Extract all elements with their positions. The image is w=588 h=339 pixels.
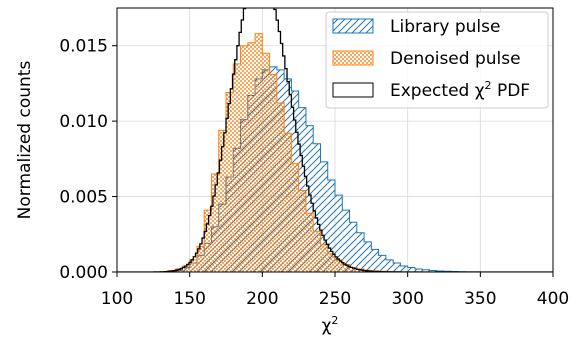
denoised-pulse-bar	[320, 244, 328, 272]
library-pulse-bar	[342, 210, 350, 272]
plot-area	[117, 8, 553, 272]
legend-item-library: Library pulse	[332, 17, 500, 37]
denoised-pulse-bar	[313, 231, 321, 272]
denoised-pulse-bar	[189, 259, 197, 272]
x-tick-label: 100	[101, 289, 133, 309]
y-axis-label: Normalized counts	[15, 61, 35, 220]
y-tick-label: 0.015	[59, 37, 108, 57]
denoised-pulse-bar	[276, 103, 285, 272]
library-pulse-bar	[327, 179, 335, 272]
library-pulse-bar	[349, 222, 357, 272]
library-pulse-bar	[371, 249, 379, 272]
legend-item-denoised: Denoised pulse	[332, 49, 521, 69]
library-pulse-bar	[356, 232, 365, 272]
denoised-pulse-bar	[269, 74, 277, 272]
x-tick-label: 300	[391, 289, 423, 309]
denoised-pulse-bar	[196, 246, 205, 272]
denoised-pulse-bar	[349, 267, 357, 272]
x-tick-label: 200	[246, 289, 278, 309]
denoised-pulse-bar	[240, 45, 248, 272]
denoised-pulse-bar	[175, 268, 183, 272]
x-axis-label: χ2	[322, 314, 339, 336]
denoised-pulse-bar	[291, 163, 299, 272]
denoised-pulse-bar	[342, 264, 350, 272]
library-pulse-bar	[313, 143, 321, 272]
denoised-pulse-bar	[335, 259, 343, 272]
library-pulse-bar	[378, 255, 386, 272]
library-pulse-bar	[407, 267, 415, 272]
denoised-pulse-bar	[284, 133, 292, 272]
legend-label-library: Library pulse	[390, 17, 500, 37]
legend-box	[325, 11, 549, 109]
legend-label-denoised: Denoised pulse	[390, 49, 521, 69]
library-pulse-bar	[298, 107, 306, 272]
denoised-pulse-bar	[226, 92, 234, 272]
denoised-pulse-bar	[327, 253, 335, 272]
library-pulse-bar	[393, 262, 401, 272]
library-pulse-bar	[400, 265, 408, 272]
denoised-pulse-bar	[305, 213, 314, 272]
library-pulse-bar	[385, 259, 394, 272]
library-pulse-bar	[414, 268, 423, 272]
denoised-pulse-bar	[298, 190, 306, 272]
legend: Library pulse Denoised pulse Expected χ2…	[325, 11, 549, 109]
library-pulse-bar	[422, 269, 430, 272]
legend-item-expected: Expected χ2 PDF	[332, 79, 530, 101]
denoised-pulse-bar	[233, 63, 241, 272]
x-tick-label: 350	[464, 289, 496, 309]
y-tick-label: 0.005	[59, 188, 108, 208]
denoised-pulse-bar	[182, 265, 190, 272]
library-pulse-bar	[364, 241, 372, 272]
denoised-pulse-bar	[204, 210, 212, 272]
x-tick-label: 400	[537, 289, 569, 309]
legend-swatch-library	[332, 18, 374, 34]
library-pulse-bar	[335, 195, 343, 272]
legend-swatch-expected	[332, 82, 374, 98]
library-pulse-bar	[429, 270, 437, 272]
y-tick-label: 0.010	[59, 112, 108, 132]
library-pulse-bar	[320, 161, 328, 272]
denoised-pulse-series	[167, 33, 423, 272]
x-tick-label: 250	[319, 289, 351, 309]
axis-ticks: 100 150 200 250 300 350 400 0.000 0.005 0.010 0.01…	[59, 37, 569, 309]
y-tick-label: 0.000	[59, 263, 108, 283]
denoised-pulse-bar	[356, 268, 365, 272]
denoised-pulse-bar	[255, 33, 263, 272]
legend-label-expected: Expected χ2 PDF	[390, 79, 530, 101]
x-tick-label: 150	[173, 289, 205, 309]
denoised-pulse-bar	[218, 130, 226, 272]
library-pulse-bar	[305, 125, 314, 272]
denoised-pulse-bar	[262, 53, 270, 272]
denoised-pulse-bar	[247, 42, 256, 272]
legend-swatch-denoised	[332, 50, 374, 66]
denoised-pulse-bar	[211, 173, 219, 272]
